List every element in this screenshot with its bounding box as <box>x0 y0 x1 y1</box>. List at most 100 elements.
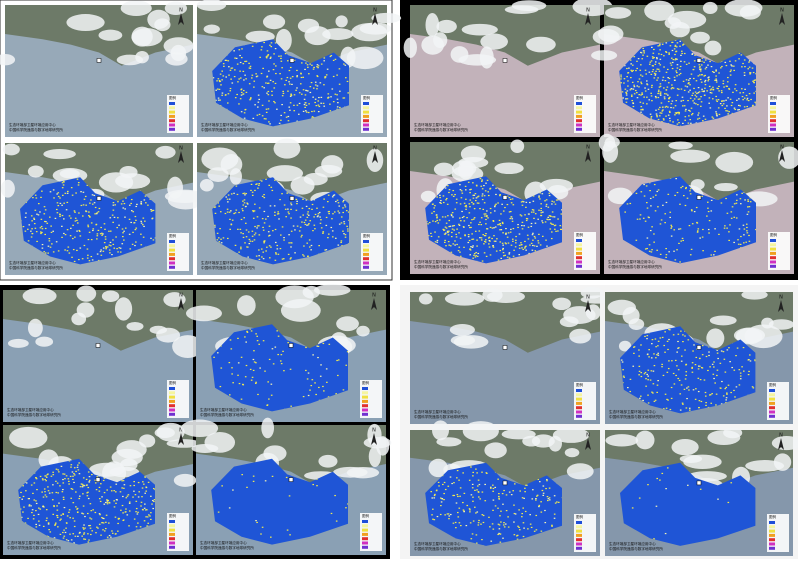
pixel <box>736 347 739 349</box>
legend-swatch <box>576 397 582 401</box>
legend-swatch <box>169 399 175 403</box>
legend-swatch <box>362 412 368 416</box>
pixel <box>662 109 664 111</box>
pixel <box>643 195 646 197</box>
pixel <box>552 223 554 225</box>
cloud <box>116 54 144 66</box>
pixel <box>347 230 349 232</box>
pixel <box>255 76 258 78</box>
legend-title: 图例 <box>362 513 370 518</box>
pixel <box>143 520 146 522</box>
pixel <box>693 60 696 62</box>
pixel <box>738 369 741 371</box>
pixel <box>62 513 65 516</box>
pixel <box>291 76 294 78</box>
cloud <box>336 316 359 332</box>
pixel <box>142 236 145 238</box>
pixel <box>221 485 223 487</box>
pixel <box>286 76 289 79</box>
pixel <box>689 193 692 195</box>
pixel <box>722 103 725 105</box>
pixel <box>152 209 155 212</box>
pixel <box>704 74 706 77</box>
legend-title: 图例 <box>769 382 777 387</box>
site-marker <box>502 195 508 200</box>
pixel <box>48 238 51 240</box>
pixel <box>276 213 279 215</box>
pixel <box>665 42 668 44</box>
pixel <box>649 189 651 192</box>
pixel <box>37 214 40 216</box>
pixel <box>131 243 134 245</box>
pixel <box>245 60 248 62</box>
legend-swatch <box>576 533 582 537</box>
pixel <box>692 77 695 80</box>
pixel <box>692 389 695 391</box>
pixel <box>295 198 298 201</box>
pixel <box>56 193 58 195</box>
pixel <box>648 182 651 184</box>
pixel <box>651 226 653 228</box>
pixel <box>642 47 645 50</box>
pixel <box>283 204 286 206</box>
pixel <box>694 94 697 96</box>
pixel <box>324 249 326 251</box>
pixel <box>105 245 107 248</box>
pixel <box>296 104 299 106</box>
pixel <box>452 195 455 197</box>
cloud <box>444 291 485 306</box>
pixel <box>695 103 697 105</box>
pixel <box>327 194 330 196</box>
pixel <box>50 225 52 227</box>
pixel <box>55 208 58 211</box>
pixel <box>104 228 106 230</box>
pixel <box>250 379 253 381</box>
pixel <box>110 490 113 492</box>
pixel <box>640 111 642 113</box>
pixel <box>135 511 137 513</box>
pixel <box>508 253 511 255</box>
pixel <box>659 253 662 255</box>
pixel <box>86 484 88 486</box>
pixel <box>88 214 90 217</box>
pixel <box>447 513 450 515</box>
pixel <box>533 217 535 219</box>
pixel <box>668 251 670 253</box>
pixel <box>553 225 556 227</box>
pixel <box>72 224 74 226</box>
pixel <box>711 116 714 118</box>
pixel <box>288 242 290 244</box>
pixel <box>263 118 266 120</box>
north-label: N <box>780 145 784 151</box>
pixel <box>306 378 309 380</box>
pixel <box>22 511 24 513</box>
pixel <box>257 94 260 96</box>
cloud <box>733 327 766 344</box>
pixel <box>657 108 660 110</box>
pixel <box>55 491 58 494</box>
pixel <box>680 240 683 242</box>
pixel <box>492 484 494 486</box>
pixel <box>316 216 319 218</box>
legend-swatch <box>362 524 368 528</box>
legend-box <box>360 380 382 418</box>
pixel <box>35 502 38 505</box>
pixel <box>475 197 478 199</box>
credit-text: 中国科学院遥感与数字地球研究所 <box>414 127 468 132</box>
pixel <box>488 240 491 242</box>
pixel <box>65 522 68 524</box>
pixel <box>63 506 66 509</box>
pixel <box>739 243 742 246</box>
pixel <box>703 75 706 77</box>
pixel <box>430 235 433 238</box>
pixel <box>561 225 562 227</box>
pixel <box>453 494 456 497</box>
pixel <box>661 363 663 365</box>
pixel <box>145 486 148 488</box>
pixel <box>748 234 750 237</box>
pixel <box>646 338 648 340</box>
pixel <box>538 196 540 198</box>
land <box>3 290 193 351</box>
pixel <box>447 234 450 236</box>
pixel <box>650 205 652 207</box>
